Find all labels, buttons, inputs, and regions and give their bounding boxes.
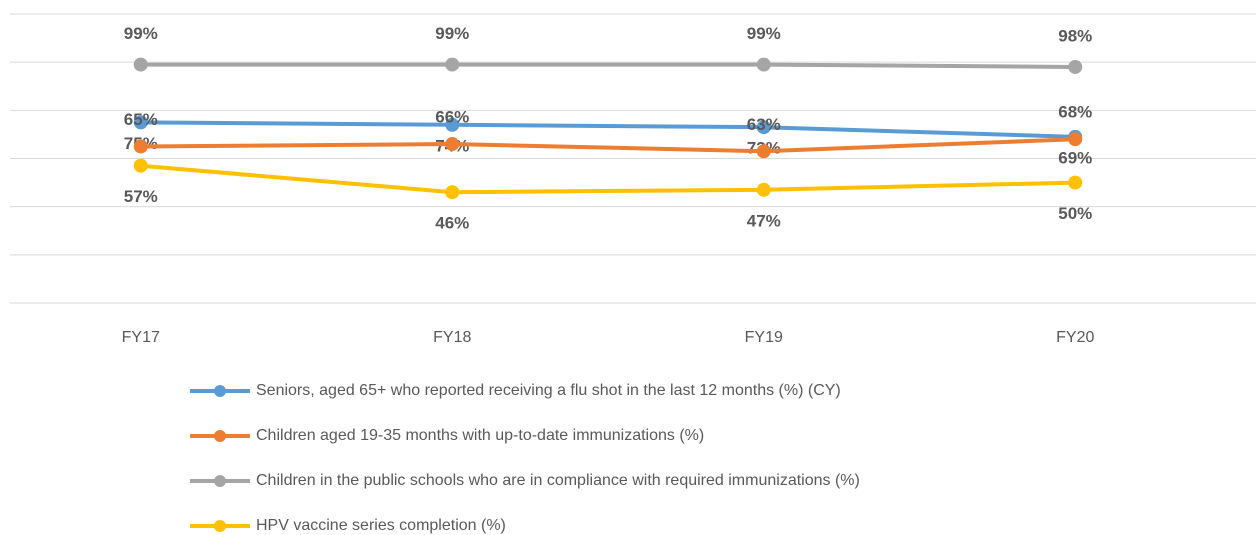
series-line [140, 163, 1076, 195]
data-point [1068, 175, 1083, 190]
legend-marker [214, 520, 226, 532]
data-point [756, 144, 771, 159]
data-label: 47% [747, 211, 781, 230]
data-label: 63% [747, 115, 781, 134]
data-label: 98% [1058, 26, 1092, 45]
legend-label: Children aged 19-35 months with up-to-da… [256, 427, 704, 444]
legend-label: HPV vaccine series completion (%) [256, 517, 506, 534]
data-label: 99% [435, 24, 469, 43]
data-label: 68% [1058, 103, 1092, 122]
data-point [133, 158, 148, 173]
data-point [445, 57, 460, 72]
data-point [1068, 59, 1083, 74]
data-label: 69% [1058, 148, 1092, 167]
legend-label: Children in the public schools who are i… [256, 472, 860, 489]
legend-marker [214, 430, 226, 442]
x-tick-label: FY19 [745, 329, 783, 346]
series-line [140, 137, 1076, 154]
data-point [445, 117, 460, 132]
data-point [133, 57, 148, 72]
data-label: 65% [124, 110, 158, 129]
data-label: 57% [124, 187, 158, 206]
data-label: 99% [124, 24, 158, 43]
data-point [756, 57, 771, 72]
data-point [133, 115, 148, 130]
data-point [1068, 132, 1083, 147]
data-point [445, 137, 460, 152]
data-point [756, 120, 771, 135]
x-tick-label: FY17 [122, 329, 160, 346]
series-line [140, 120, 1076, 139]
legend-marker [214, 475, 226, 487]
data-point [445, 185, 460, 200]
data-label: 50% [1058, 204, 1092, 223]
legend-label: Seniors, aged 65+ who reported receiving… [256, 382, 841, 399]
data-label: 46% [435, 214, 469, 233]
data-point [133, 139, 148, 154]
series-line [140, 62, 1076, 69]
x-tick-label: FY20 [1056, 329, 1094, 346]
data-label: 66% [435, 108, 469, 127]
legend-marker [214, 385, 226, 397]
x-tick-label: FY18 [433, 329, 471, 346]
data-label: 99% [747, 24, 781, 43]
data-point [756, 182, 771, 197]
